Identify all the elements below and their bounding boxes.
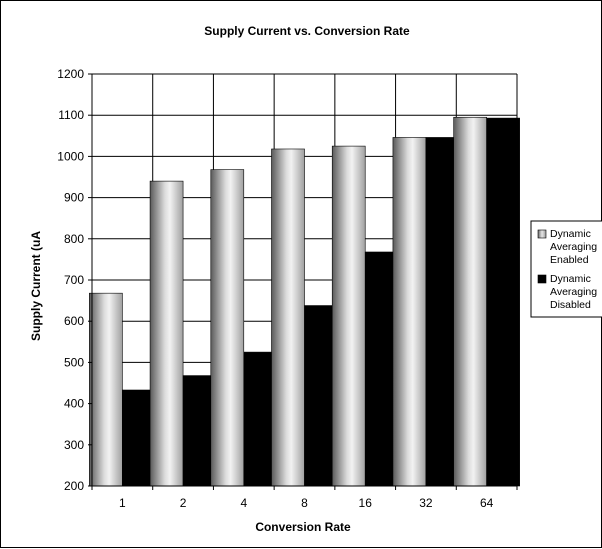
x-tick-labels: 1 2 4 8 16 32 64 — [119, 496, 494, 510]
legend-label-line: Dynamic — [550, 273, 591, 285]
legend-swatch-disabled — [537, 274, 547, 284]
bar-enabled-8 — [271, 148, 305, 487]
x-tick-label: 64 — [480, 496, 494, 510]
legend-label-line: Dynamic — [550, 228, 591, 240]
bar-enabled-32 — [392, 137, 427, 487]
chart-title: Supply Current vs. Conversion Rate — [204, 24, 410, 38]
x-tick-label: 16 — [359, 496, 373, 510]
y-tick-label: 200 — [64, 479, 84, 493]
y-tick-label: 300 — [64, 438, 84, 452]
y-tick-labels: 200 300 400 500 600 700 800 900 1000 1100 1200 — [57, 67, 84, 493]
legend-label-line: Averaging — [550, 286, 597, 298]
bar-enabled-1 — [89, 292, 123, 487]
y-tick-label: 800 — [64, 232, 84, 246]
x-axis-title: Conversion Rate — [255, 520, 351, 534]
x-tick-label: 1 — [119, 496, 126, 510]
legend: DynamicAveragingEnabledDynamicAveragingD… — [530, 220, 602, 318]
bar-disabled-64 — [486, 117, 520, 487]
bar-enabled-2 — [149, 180, 184, 487]
y-tick-label: 500 — [64, 355, 84, 369]
y-tick-label: 1200 — [57, 67, 84, 81]
y-tick-label: 1100 — [58, 108, 84, 122]
bar-enabled-16 — [331, 145, 366, 487]
bar-enabled-64 — [453, 116, 487, 487]
x-tick-label: 8 — [301, 496, 308, 510]
y-tick-label: 900 — [64, 191, 84, 205]
x-tick-label: 32 — [419, 496, 433, 510]
y-axis-title: Supply Current (uA — [29, 231, 43, 341]
y-tick-label: 1000 — [57, 149, 84, 163]
y-tick-label: 400 — [64, 397, 84, 411]
legend-swatch-enabled — [537, 229, 547, 239]
bars — [89, 116, 520, 487]
axes — [88, 73, 518, 490]
x-tick-label: 2 — [180, 496, 187, 510]
bar-enabled-4 — [210, 169, 245, 487]
legend-label-line: Enabled — [550, 254, 589, 266]
x-tick-label: 4 — [240, 496, 247, 510]
legend-label-line: Disabled — [550, 299, 591, 311]
y-tick-label: 700 — [64, 273, 84, 287]
legend-label-line: Averaging — [550, 241, 597, 253]
y-tick-label: 600 — [64, 314, 84, 328]
